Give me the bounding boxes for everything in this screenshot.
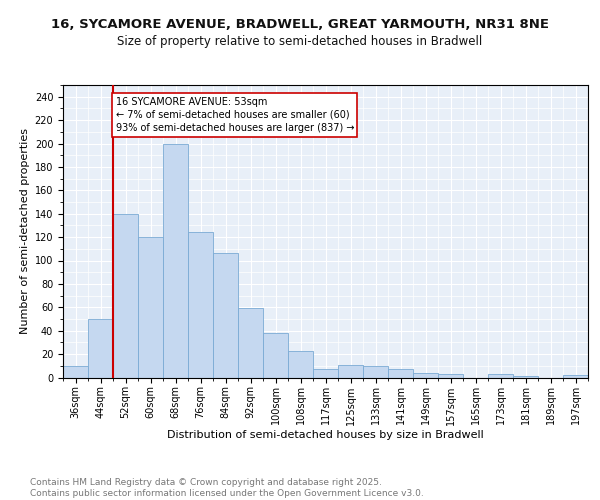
Bar <box>313 370 338 378</box>
X-axis label: Distribution of semi-detached houses by size in Bradwell: Distribution of semi-detached houses by … <box>167 430 484 440</box>
Bar <box>563 375 588 378</box>
Bar <box>88 319 113 378</box>
Bar <box>213 254 238 378</box>
Bar <box>63 366 88 378</box>
Bar <box>388 370 413 378</box>
Bar <box>413 373 438 378</box>
Bar <box>238 308 263 378</box>
Bar <box>188 232 213 378</box>
Bar <box>288 350 313 378</box>
Text: 16, SYCAMORE AVENUE, BRADWELL, GREAT YARMOUTH, NR31 8NE: 16, SYCAMORE AVENUE, BRADWELL, GREAT YAR… <box>51 18 549 30</box>
Bar <box>138 237 163 378</box>
Bar <box>488 374 513 378</box>
Bar <box>338 364 363 378</box>
Text: Contains HM Land Registry data © Crown copyright and database right 2025.
Contai: Contains HM Land Registry data © Crown c… <box>30 478 424 498</box>
Y-axis label: Number of semi-detached properties: Number of semi-detached properties <box>20 128 31 334</box>
Bar <box>263 333 288 378</box>
Text: 16 SYCAMORE AVENUE: 53sqm
← 7% of semi-detached houses are smaller (60)
93% of s: 16 SYCAMORE AVENUE: 53sqm ← 7% of semi-d… <box>115 96 354 133</box>
Bar <box>363 366 388 378</box>
Bar <box>513 376 538 378</box>
Text: Size of property relative to semi-detached houses in Bradwell: Size of property relative to semi-detach… <box>118 35 482 48</box>
Bar <box>113 214 138 378</box>
Bar <box>438 374 463 378</box>
Bar <box>163 144 188 378</box>
